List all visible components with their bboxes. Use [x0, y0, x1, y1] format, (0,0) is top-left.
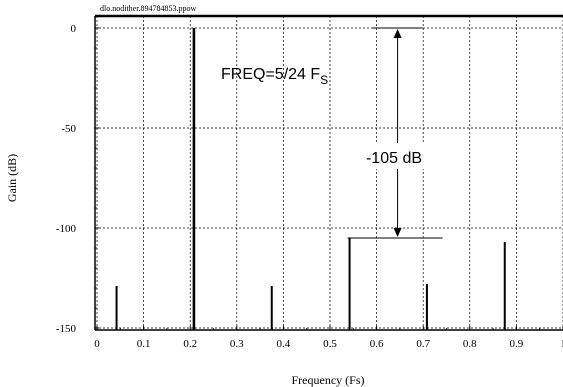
x-tick-label-5: 0.5: [323, 338, 337, 350]
y-tick-label-2: -100: [56, 223, 77, 235]
delta-annotation: -105 dB: [366, 150, 422, 167]
y-tick-label-0: 0: [71, 23, 77, 35]
annotations: FREQ=5/24 FS -105 dB: [221, 27, 443, 239]
delta-label-background: [356, 143, 440, 169]
grid-lines: [95, 16, 563, 330]
x-tick-label-7: 0.7: [416, 338, 430, 350]
spectrum-bars: [115, 28, 506, 330]
y-tick-label-3: -150: [56, 323, 77, 335]
x-tick-label-9: 0.9: [510, 338, 524, 350]
x-tick-label-10: 1: [560, 338, 563, 350]
x-axis-label: Frequency (Fs): [292, 373, 365, 387]
x-tick-label-1: 0.1: [137, 338, 151, 350]
x-tick-label-3: 0.3: [230, 338, 244, 350]
freq-annotation-subscript: S: [320, 73, 328, 87]
x-tick-label-4: 0.4: [277, 338, 291, 350]
delta-arrow-down-head: [393, 228, 402, 237]
x-tick-label-6: 0.6: [370, 338, 384, 350]
freq-annotation: FREQ=5/24 FS: [221, 66, 328, 87]
x-tick-label-8: 0.8: [463, 338, 477, 350]
axes: 0 0.1 0.2 0.3 0.4 0.5 0.6 0.7 0.8 0.9 1 0 -50 -100 -15…: [56, 14, 563, 350]
chart-title: dlo.nodither.894784853.ppow: [100, 4, 196, 13]
y-tick-label-1: -50: [61, 123, 76, 135]
delta-arrow-up-head: [393, 29, 402, 38]
y-axis-label: Gain (dB): [5, 154, 19, 202]
x-tick-label-0: 0: [94, 338, 100, 350]
x-tick-label-2: 0.2: [183, 338, 197, 350]
plot-area: [95, 16, 563, 330]
freq-annotation-main: FREQ=5/24 F: [221, 66, 320, 83]
